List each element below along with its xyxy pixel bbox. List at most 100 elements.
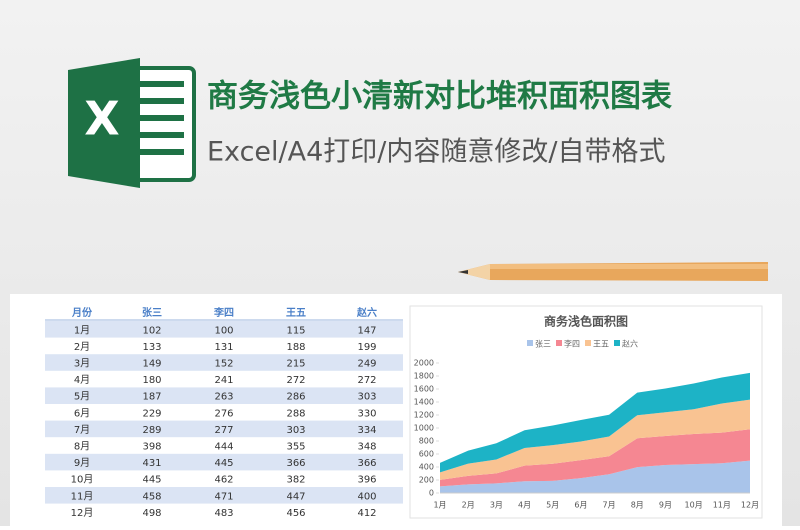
x-tick-label: 5月: [546, 501, 559, 510]
x-tick-label: 8月: [631, 501, 644, 510]
x-tick-label: 11月: [713, 501, 731, 510]
cell: 102: [142, 325, 161, 336]
cell: 445: [142, 475, 161, 486]
cell: 289: [142, 425, 161, 436]
cell: 188: [286, 342, 305, 353]
cell: 147: [357, 325, 376, 336]
cell: 396: [357, 475, 376, 486]
cell: 398: [142, 442, 161, 453]
cell: 131: [214, 342, 233, 353]
x-tick-label: 7月: [603, 501, 616, 510]
cell: 288: [286, 408, 305, 419]
cell: 9月: [74, 457, 90, 469]
subtitle: Excel/A4打印/内容随意修改/自带格式: [207, 137, 665, 168]
cell: 3月: [74, 358, 90, 370]
cell: 445: [214, 458, 233, 469]
cell: 249: [357, 359, 376, 370]
x-tick-label: 4月: [518, 501, 531, 510]
cell: 348: [357, 442, 376, 453]
cell: 10月: [71, 474, 94, 486]
cell: 355: [286, 442, 305, 453]
x-tick-label: 2月: [462, 501, 475, 510]
cell: 412: [357, 508, 376, 519]
cell: 447: [286, 491, 305, 502]
row-band: [45, 321, 403, 338]
cell: 498: [142, 508, 161, 519]
row-band: [45, 387, 403, 404]
cell: 229: [142, 408, 161, 419]
column-header: 赵六: [356, 306, 377, 319]
y-tick-label: 1200: [414, 411, 434, 420]
column-header: 李四: [213, 306, 234, 319]
y-tick-label: 400: [419, 463, 434, 472]
cell: 187: [142, 392, 161, 403]
cell: 133: [142, 342, 161, 353]
y-tick-label: 1600: [414, 385, 434, 394]
area: [440, 460, 750, 493]
cell: 5月: [74, 391, 90, 403]
cell: 7月: [74, 424, 90, 436]
column-header: 王五: [286, 307, 306, 319]
chart-title: 商务浅色面积图: [544, 314, 628, 329]
x-tick-label: 12月: [741, 501, 759, 510]
cell: 8月: [74, 441, 90, 453]
cell: 152: [214, 359, 233, 370]
area: [440, 429, 750, 487]
cell: 115: [286, 325, 305, 336]
cell: 180: [142, 375, 161, 386]
x-tick-label: 10月: [685, 501, 703, 510]
column-header: 月份: [71, 306, 93, 319]
svg-text:X: X: [84, 92, 119, 146]
cell: 366: [357, 458, 376, 469]
legend-swatch: [585, 340, 591, 346]
y-tick-label: 1000: [414, 424, 434, 433]
y-tick-label: 1400: [414, 398, 434, 407]
y-tick-label: 0: [429, 489, 434, 498]
cell: 303: [357, 392, 376, 403]
row-band: [45, 487, 403, 504]
area: [440, 372, 750, 473]
pencil: [458, 262, 768, 281]
cell: 334: [357, 425, 376, 436]
cell: 458: [142, 491, 161, 502]
y-tick-label: 800: [419, 437, 434, 446]
cell: 1月: [74, 324, 90, 336]
cell: 241: [214, 375, 233, 386]
x-tick-label: 1月: [433, 501, 446, 510]
cell: 382: [286, 475, 305, 486]
x-tick-label: 9月: [659, 501, 672, 510]
cell: 12月: [71, 507, 94, 519]
cell: 199: [357, 342, 376, 353]
cell: 2月: [74, 341, 90, 353]
legend-label: 张三: [535, 340, 551, 349]
cell: 431: [142, 458, 161, 469]
y-tick-label: 200: [419, 476, 434, 485]
cell: 276: [214, 408, 233, 419]
legend-swatch: [556, 340, 562, 346]
cell: 471: [214, 491, 233, 502]
cell: 303: [286, 425, 305, 436]
cell: 100: [214, 325, 233, 336]
cell: 215: [286, 359, 305, 370]
cell: 456: [286, 508, 305, 519]
area: [440, 399, 750, 480]
cell: 6月: [74, 407, 90, 419]
legend-swatch: [527, 340, 533, 346]
excel-logo: X: [68, 58, 196, 188]
y-tick-label: 2000: [414, 359, 434, 368]
cell: 286: [286, 392, 305, 403]
x-tick-label: 3月: [490, 501, 503, 510]
cell: 11月: [71, 490, 94, 502]
cell: 4月: [74, 374, 90, 386]
cell: 277: [214, 425, 233, 436]
row-band: [45, 453, 403, 471]
cell: 483: [214, 508, 233, 519]
cell: 462: [214, 475, 233, 486]
legend-label: 赵六: [622, 339, 638, 349]
cell: 366: [286, 458, 305, 469]
row-band: [45, 420, 403, 438]
cell: 444: [214, 442, 233, 453]
x-tick-label: 6月: [574, 501, 587, 510]
